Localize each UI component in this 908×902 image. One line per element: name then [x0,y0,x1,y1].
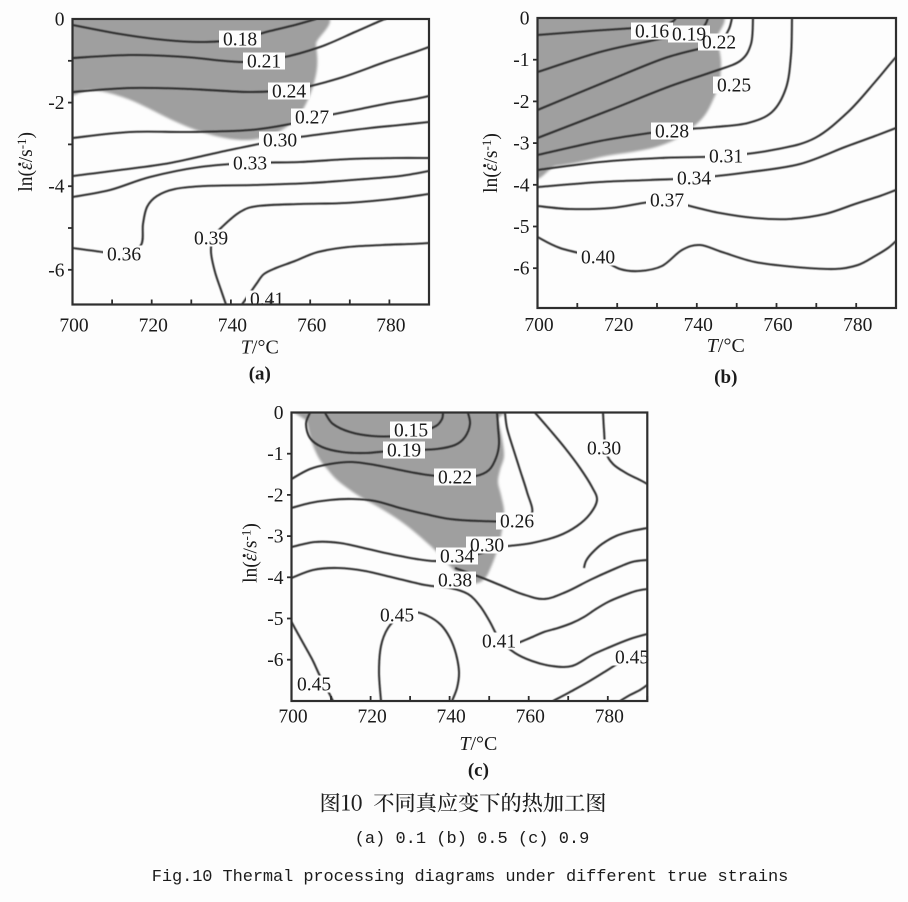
svg-text:0: 0 [55,10,65,31]
svg-text:-3: -3 [267,527,283,548]
svg-text:T/°C: T/°C [241,337,279,359]
svg-text:0.36: 0.36 [107,245,141,266]
svg-text:0: 0 [520,9,530,30]
svg-text:-6: -6 [513,259,529,280]
svg-text:0.41: 0.41 [250,290,284,311]
svg-text:0.38: 0.38 [438,571,472,592]
svg-text:740: 740 [218,316,247,337]
svg-text:780: 780 [376,316,405,337]
svg-text:0.45: 0.45 [615,648,649,669]
svg-text:0.45: 0.45 [380,606,414,627]
svg-text:760: 760 [763,315,792,336]
svg-text:-5: -5 [513,217,529,238]
svg-text:(c): (c) [468,760,489,781]
svg-text:-4: -4 [48,177,64,198]
svg-text:0.39: 0.39 [194,229,228,250]
svg-text:T/°C: T/°C [707,335,745,357]
svg-text:-6: -6 [267,650,283,671]
svg-text:(a) 0.1 (b) 0.5 (c) 0.9: (a) 0.1 (b) 0.5 (c) 0.9 [355,830,590,849]
svg-text:-1: -1 [513,50,529,71]
svg-text:0.19: 0.19 [672,25,706,46]
svg-text:0.37: 0.37 [650,191,684,212]
svg-text:780: 780 [595,707,624,728]
svg-text:720: 720 [604,315,633,336]
svg-text:0.31: 0.31 [709,147,743,168]
svg-text:(a): (a) [249,364,271,385]
svg-text:700: 700 [524,315,553,336]
svg-text:-2: -2 [48,93,64,114]
svg-text:0.22: 0.22 [438,468,472,489]
svg-text:0.34: 0.34 [677,169,711,190]
svg-text:0.33: 0.33 [233,154,267,175]
svg-text:720: 720 [357,707,386,728]
svg-text:-3: -3 [513,134,529,155]
svg-text:0.34: 0.34 [440,547,474,568]
svg-text:-2: -2 [513,92,529,113]
svg-text:0.22: 0.22 [702,33,736,54]
svg-text:-6: -6 [48,260,64,281]
svg-text:740: 740 [436,707,465,728]
svg-text:700: 700 [59,316,88,337]
svg-text:700: 700 [278,707,307,728]
svg-text:0.21: 0.21 [247,52,281,73]
svg-text:720: 720 [139,316,168,337]
svg-text:0.15: 0.15 [394,421,428,442]
svg-text:0.41: 0.41 [482,632,516,653]
svg-text:0.30: 0.30 [587,439,621,460]
svg-text:0.26: 0.26 [500,512,534,533]
svg-text:0.28: 0.28 [655,122,689,143]
svg-text:-5: -5 [267,609,283,630]
svg-text:-2: -2 [267,485,283,506]
svg-text:T/°C: T/°C [459,733,497,755]
svg-text:0.19: 0.19 [387,441,421,462]
svg-text:0: 0 [274,403,284,424]
svg-text:0.16: 0.16 [635,22,669,43]
svg-text:-1: -1 [267,444,283,465]
svg-text:(b): (b) [714,367,737,388]
svg-text:0.45: 0.45 [297,675,331,696]
svg-text:780: 780 [843,315,872,336]
svg-text:-4: -4 [513,175,529,196]
svg-text:760: 760 [297,316,326,337]
svg-text:-4: -4 [267,568,283,589]
svg-text:0.40: 0.40 [581,248,615,269]
svg-text:760: 760 [516,707,545,728]
svg-text:Fig.10 Thermal processing diag: Fig.10 Thermal processing diagrams under… [152,868,788,887]
svg-text:0.30: 0.30 [263,131,297,152]
svg-text:0.30: 0.30 [470,536,504,557]
svg-text:740: 740 [684,315,713,336]
svg-text:0.18: 0.18 [223,30,257,51]
svg-text:0.25: 0.25 [717,76,751,97]
svg-text:0.24: 0.24 [272,82,306,103]
svg-text:0.27: 0.27 [295,108,329,129]
